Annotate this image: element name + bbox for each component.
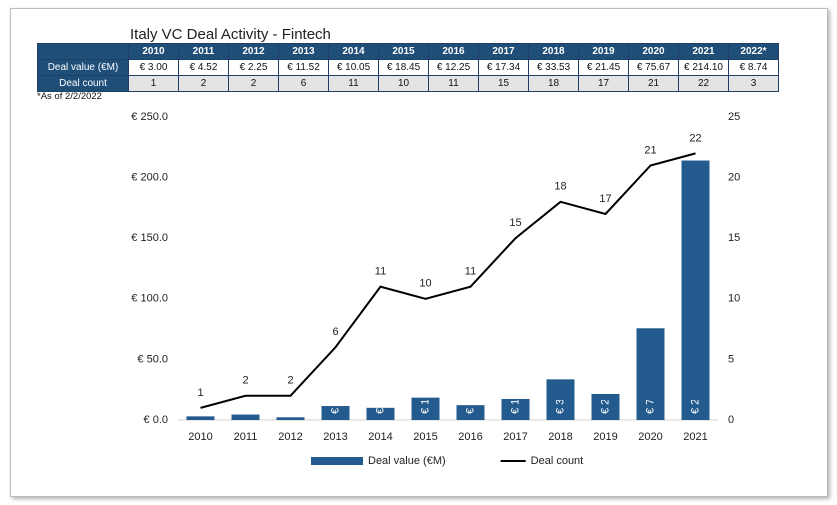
footnote: *As of 2/2/2022 [37,91,102,102]
bar [636,328,665,420]
bar [456,405,485,420]
y-tick-label: € 200.0 [131,172,168,184]
data-table: 2010 2011 2012 2013 2014 2015 2016 2017 2018 2019… [37,43,779,92]
line-value-label: 11 [465,266,476,278]
x-tick-label: 2021 [683,431,707,443]
bar [366,407,395,420]
table-cell: 2 [228,75,279,92]
y-tick-label: € 50.0 [137,353,168,365]
line-value-label: 1 [197,387,203,399]
bar-value-label: € 33.5 [554,383,566,414]
bar [546,379,575,420]
table-cell: 21 [628,75,679,92]
bar [321,406,350,420]
x-tick-label: 2017 [503,431,527,443]
line-value-label: 11 [375,266,386,278]
table-cell: € 21.45 [578,59,629,76]
table-cell: 1 [128,75,179,92]
table-cell: 11 [428,75,479,92]
table-cell: € 17.34 [478,59,529,76]
bar-value-label: € 10.1 [374,383,386,414]
x-tick-label: 2013 [323,431,347,443]
table-cell: 17 [578,75,629,92]
header-cell: 2019 [578,43,629,60]
x-tick-label: 2016 [458,431,482,443]
x-tick-label: 2010 [188,431,212,443]
header-cell: 2014 [328,43,379,60]
y-tick-label: € 150.0 [131,232,168,244]
bar-value-label: € 21.5 [599,383,611,414]
header-cell: 2016 [428,43,479,60]
line [200,152,696,409]
bar-value-label: € 4.5 [239,390,251,414]
header-cell: 2022* [728,43,779,60]
x-tick-label: 2020 [638,431,662,443]
bar-value-label: € 18.5 [419,383,431,414]
bar [591,394,620,420]
header-cell: 2017 [478,43,529,60]
table-row: Deal count 1 2 2 6 11 10 11 15 18 17 21 22 3 [37,75,779,92]
line-value-label: 2 [287,375,293,387]
bar [276,417,305,420]
line-value-label: 21 [644,144,656,156]
header-cell: 2010 [128,43,179,60]
line-value-label: 2 [242,375,248,387]
table-header-row: 2010 2011 2012 2013 2014 2015 2016 2017 2018 2019… [37,43,779,60]
table-cell: € 75.67 [628,59,679,76]
bar-value-label: € 2.3 [284,390,296,414]
x-tick-label: 2011 [234,431,258,443]
y2-tick-label: 0 [728,414,734,426]
bar [231,414,260,420]
line-value-label: 22 [689,132,701,144]
table-cell: 15 [478,75,529,92]
table-cell: 6 [278,75,329,92]
y2-tick-label: 5 [728,353,734,365]
bar-value-label: € 214.1 [689,377,701,414]
table-cell: 2 [178,75,229,92]
line-value-label: 17 [599,193,611,205]
bar-value-label: € 75.7 [644,383,656,414]
y-tick-label: € 100.0 [131,293,168,305]
line-value-label: 15 [509,217,521,229]
table-cell: 18 [528,75,579,92]
bar [501,398,530,420]
table-cell: 11 [328,75,379,92]
bar [681,160,710,420]
bar-value-label: € 12.3 [464,383,476,414]
x-tick-label: 2018 [548,431,572,443]
legend-label: Deal count [531,455,584,467]
x-tick-label: 2012 [278,431,302,443]
x-tick-label: 2015 [413,431,437,443]
y-tick-label: € 0.0 [144,414,168,426]
line-value-label: 18 [554,181,566,193]
bar [186,416,215,420]
y2-tick-label: 20 [728,172,740,184]
legend-label: Deal value (€M) [368,455,446,467]
table-cell: 22 [678,75,729,92]
y2-tick-label: 15 [728,232,740,244]
chart-title: Italy VC Deal Activity - Fintech [130,26,331,43]
row-label: Deal value (€M) [37,59,129,76]
y-tick-label: € 250.0 [131,111,168,123]
bar-value-label: € 17.3 [509,383,521,414]
header-cell: 2013 [278,43,329,60]
bar-value-label: € 11.5 [329,384,341,414]
bar [411,397,440,420]
x-tick-label: 2014 [368,431,392,443]
legend-swatch [311,457,363,465]
table-cell: € 12.25 [428,59,479,76]
y2-tick-label: 25 [728,111,740,123]
line-value-label: 10 [419,278,431,290]
y2-tick-label: 10 [728,293,740,305]
line-value-label: 6 [332,326,338,338]
table-cell: 3 [728,75,779,92]
table-cell: € 2.25 [228,59,279,76]
table-cell: € 8.74 [728,59,779,76]
header-cell: 2018 [528,43,579,60]
x-tick-label: 2019 [593,431,617,443]
